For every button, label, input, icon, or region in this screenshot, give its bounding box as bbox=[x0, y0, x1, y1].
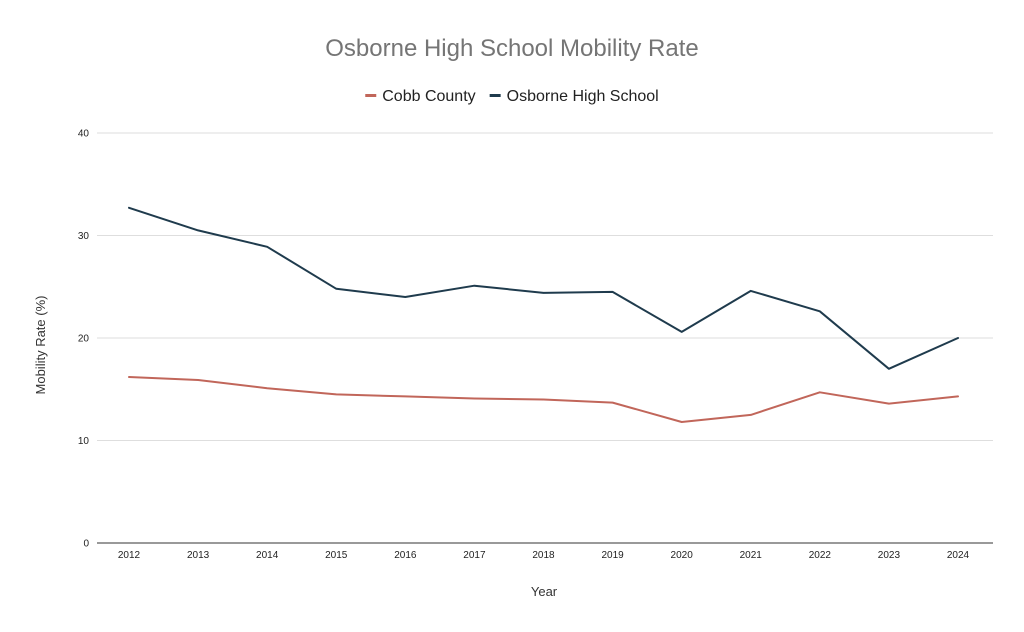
x-tick-label: 2016 bbox=[394, 550, 417, 561]
y-tick-label: 20 bbox=[78, 334, 90, 345]
x-axis-ticks: 2012 2013 2014 2015 2016 2017 2018 2019 2020 2021… bbox=[118, 550, 970, 561]
series-line-osborne-high-school bbox=[128, 206, 959, 370]
legend-label: Osborne High School bbox=[507, 88, 659, 105]
y-tick-label: 10 bbox=[78, 436, 90, 447]
gridlines bbox=[97, 132, 993, 544]
y-tick-label: 40 bbox=[78, 129, 90, 140]
x-tick-label: 2022 bbox=[809, 550, 832, 561]
legend-label: Cobb County bbox=[382, 88, 475, 105]
x-axis-title: Year bbox=[531, 584, 558, 599]
series-line-cobb-county bbox=[128, 376, 959, 423]
x-tick-label: 2018 bbox=[532, 550, 555, 561]
y-axis-title: Mobility Rate (%) bbox=[33, 296, 48, 395]
y-tick-label: 0 bbox=[83, 539, 89, 550]
x-tick-label: 2021 bbox=[740, 550, 763, 561]
y-axis-ticks: 0 10 20 30 40 bbox=[78, 129, 90, 550]
x-tick-label: 2019 bbox=[601, 550, 624, 561]
x-tick-label: 2014 bbox=[256, 550, 279, 561]
y-tick-label: 30 bbox=[78, 231, 90, 242]
series-lines bbox=[128, 206, 959, 423]
legend-item-cobb-county: Cobb County bbox=[365, 88, 476, 105]
x-tick-label: 2023 bbox=[878, 550, 901, 561]
legend: Cobb County Osborne High School bbox=[365, 88, 659, 105]
x-tick-label: 2017 bbox=[463, 550, 486, 561]
legend-item-osborne-high-school: Osborne High School bbox=[489, 88, 659, 105]
x-tick-label: 2024 bbox=[947, 550, 970, 561]
chart-title: Osborne High School Mobility Rate bbox=[325, 35, 699, 62]
x-tick-label: 2015 bbox=[325, 550, 348, 561]
x-tick-label: 2012 bbox=[118, 550, 141, 561]
x-tick-label: 2013 bbox=[187, 550, 210, 561]
x-tick-label: 2020 bbox=[671, 550, 694, 561]
legend-swatch bbox=[365, 94, 377, 97]
legend-swatch bbox=[489, 94, 501, 97]
